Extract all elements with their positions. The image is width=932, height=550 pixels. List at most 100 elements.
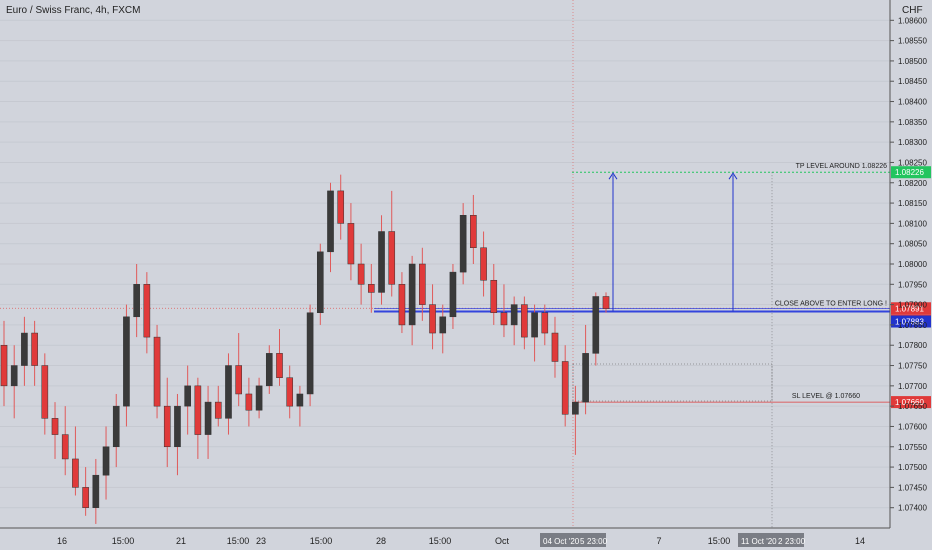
candle-body: [41, 365, 49, 419]
candle-body: [470, 215, 477, 249]
candle-body: [347, 223, 355, 265]
time-tick-label: 14: [855, 536, 865, 546]
candle-body: [72, 458, 79, 488]
tp-annotation-label: TP LEVEL AROUND 1.08226: [796, 163, 888, 170]
candle: [82, 467, 89, 516]
price-tick-label: 1.08600: [898, 16, 927, 25]
candle-body: [500, 312, 508, 326]
currency-label: CHF: [902, 5, 923, 16]
candle-body: [408, 263, 416, 326]
candle-body: [388, 231, 396, 285]
candle-body: [10, 365, 18, 387]
candle-body: [235, 365, 242, 395]
candle-body: [459, 215, 467, 273]
candle: [163, 377, 171, 468]
price-axis[interactable]: 1.07400 1.07450 1.07500 1.07550 1.07600 1.076…: [889, 0, 927, 528]
candle-body: [112, 405, 120, 448]
candle: [347, 203, 355, 281]
candle: [561, 345, 569, 427]
candle-body: [521, 304, 528, 338]
price-tick-label: 1.08350: [898, 118, 927, 127]
candle: [408, 255, 416, 346]
price-label-box: [891, 302, 931, 315]
time-axis[interactable]: 16 15:00 21 15:00 23 15:00 28 15:00 Oct 7 15:00 14 0…: [0, 527, 890, 547]
candle-body: [286, 377, 294, 407]
time-tick-label: 15:00: [429, 536, 452, 546]
time-tick-label: 15:00: [708, 536, 731, 546]
candle: [72, 426, 79, 496]
price-tick-label: 1.08300: [898, 138, 927, 147]
time-highlight-label: 04 Oct '20: [543, 537, 580, 546]
time-tick-label: 15:00: [112, 536, 135, 546]
candle-body: [378, 231, 385, 293]
price-tick-label: 1.07800: [898, 341, 927, 350]
time-highlight-box: [540, 533, 606, 547]
price-label-box: [891, 396, 931, 409]
price-label-text: 1.07883: [895, 318, 924, 327]
time-tick-label: Oct: [495, 536, 510, 546]
price-tick-label: 1.08000: [898, 260, 927, 269]
candle: [51, 402, 59, 459]
candle: [174, 393, 181, 476]
candle: [551, 316, 559, 378]
price-tick-label: 1.07950: [898, 280, 927, 289]
candle-body: [561, 361, 569, 415]
candle-body: [184, 385, 191, 407]
candle-body: [439, 316, 447, 334]
candle: [61, 406, 69, 476]
price-tick-label: 1.08550: [898, 37, 927, 46]
candle-body: [572, 401, 579, 415]
price-tick-label: 1.07400: [898, 504, 927, 513]
candle-body: [92, 474, 100, 508]
candles-layer: [0, 174, 610, 524]
candle-body: [368, 284, 375, 293]
price-tick-label: 1.07900: [898, 301, 927, 310]
tp-arrow-head: [728, 172, 738, 180]
candle-body: [163, 405, 171, 448]
candle: [123, 304, 130, 427]
candle-body: [316, 251, 324, 313]
candle: [480, 231, 487, 297]
candle: [531, 304, 538, 362]
candle-body: [541, 312, 549, 334]
price-tick-label: 1.08150: [898, 199, 927, 208]
time-tick-label: 15:00: [310, 536, 333, 546]
candle-body: [0, 344, 8, 387]
candle: [225, 353, 232, 435]
time-highlight-box: [738, 533, 804, 547]
candle: [459, 203, 467, 285]
candle-body: [419, 263, 426, 305]
candle-body: [82, 487, 89, 508]
time-highlight-label: 23:00: [587, 537, 608, 546]
sl-zone-box: [572, 363, 773, 402]
candle-body: [429, 304, 436, 334]
candle: [429, 284, 436, 350]
candle: [184, 365, 191, 435]
candle: [31, 320, 38, 386]
price-label-box: [891, 315, 931, 328]
candle-body: [480, 247, 487, 281]
time-tick-label: 28: [376, 536, 386, 546]
time-tick-label: 21: [176, 536, 186, 546]
candle: [378, 215, 385, 305]
candle: [602, 292, 610, 313]
time-highlight-label: 11 Oct '20: [741, 537, 777, 546]
candle: [449, 264, 457, 329]
candle: [296, 385, 304, 427]
price-tick-label: 1.07600: [898, 422, 927, 431]
price-tick-label: 1.07850: [898, 321, 927, 330]
price-tick-label: 1.08450: [898, 77, 927, 86]
candle-body: [296, 393, 304, 407]
candle: [592, 292, 600, 366]
price-label-text: 1.08226: [895, 168, 924, 177]
candle: [143, 272, 151, 354]
candle: [337, 174, 345, 240]
candle: [276, 328, 283, 386]
candle: [0, 320, 8, 407]
price-label-box: [891, 166, 931, 179]
candle: [245, 377, 253, 427]
price-tick-label: 1.07650: [898, 402, 927, 411]
